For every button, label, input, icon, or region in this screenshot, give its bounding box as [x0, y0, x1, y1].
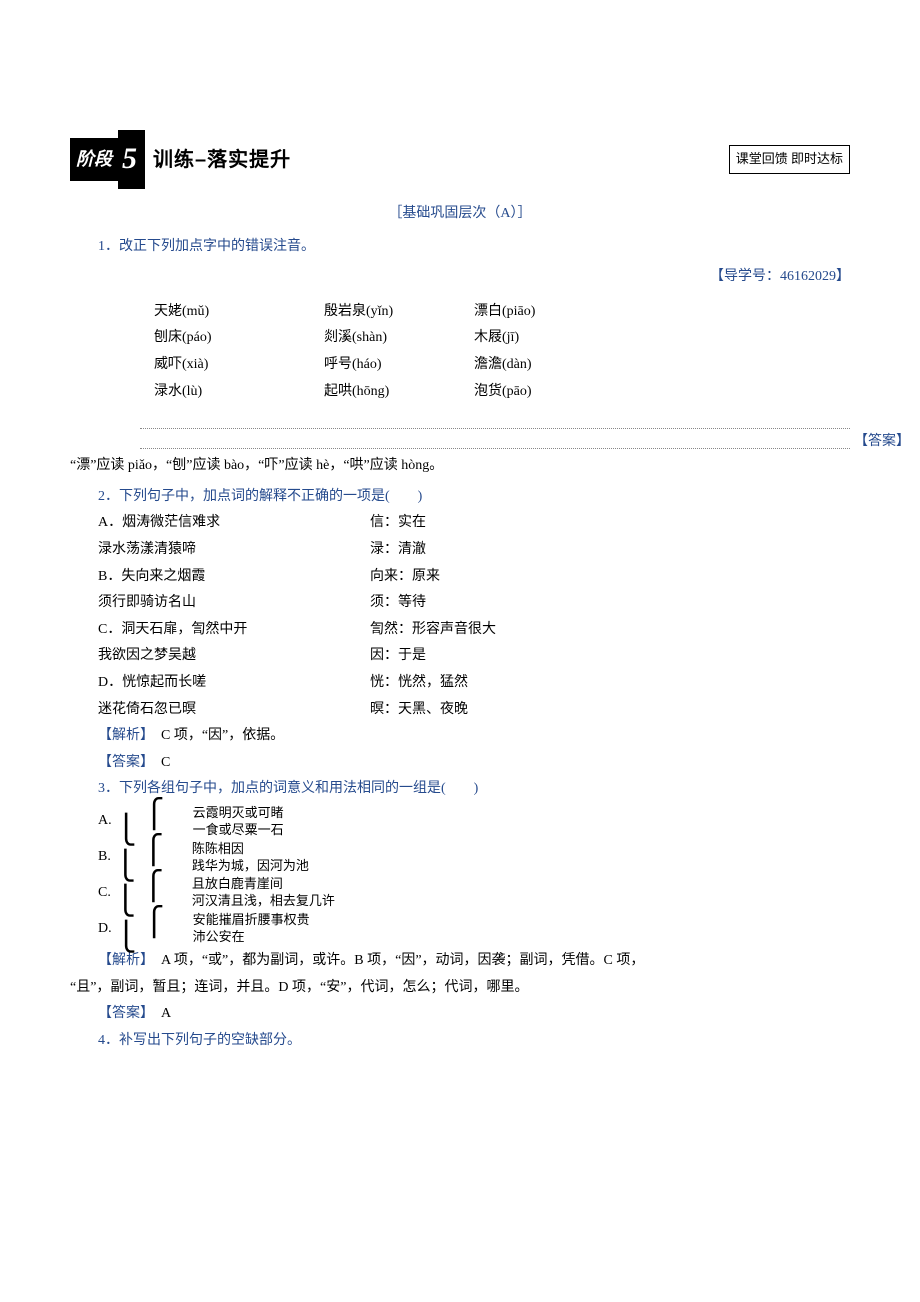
- option-right: 因：于是: [370, 643, 850, 670]
- pinyin-table: 天姥(mǔ) 殷岩泉(yǐn) 漂白(piāo) 刨床(páo) 剡溪(shàn…: [154, 299, 850, 405]
- pinyin-cell: 刨床(páo): [154, 325, 324, 352]
- pinyin-cell: 漂白(piāo): [474, 299, 624, 326]
- brace-icon: ⎧⎩: [116, 807, 165, 838]
- brace-icon: ⎧⎩: [115, 879, 164, 910]
- pinyin-cell: 澹澹(dàn): [474, 352, 624, 379]
- q3-answer: 【答案】 A: [70, 1001, 850, 1028]
- q3-analysis-line1: 【解析】 A 项，“或”，都为副词，或许。B 项，“因”，动词，因袭；副词，凭借…: [70, 948, 850, 975]
- pinyin-cell: 起哄(hōng): [324, 379, 474, 406]
- question-2: 2．下列句子中，加点词的解释不正确的一项是( ): [70, 484, 850, 511]
- answer-label: 【答案】: [98, 1006, 147, 1021]
- table-row: 渌水(lù) 起哄(hōng) 泡货(pāo): [154, 379, 850, 406]
- option-left: C．洞天石扉，訇然中开: [70, 617, 370, 644]
- pinyin-cell: 剡溪(shàn): [324, 325, 474, 352]
- option-left: D．恍惊起而长嗟: [70, 670, 370, 697]
- q2-analysis: 【解析】 C 项，“因”，依据。: [70, 723, 850, 750]
- option-row: C．洞天石扉，訇然中开 訇然：形容声音很大: [70, 617, 850, 644]
- stage-number: 5: [118, 130, 145, 189]
- option-row: B．失向来之烟霞 向来：原来: [70, 564, 850, 591]
- question-3: 3．下列各组句子中，加点的词意义和用法相同的一组是( ): [70, 776, 850, 803]
- option-row: 须行即骑访名山 须：等待: [70, 590, 850, 617]
- analysis-text: C 项，“因”，依据。: [147, 728, 284, 743]
- brace-line: 安能摧眉折腰事权贵: [165, 912, 310, 929]
- question-4: 4．补写出下列句子的空缺部分。: [70, 1028, 850, 1055]
- answer-text: C: [147, 755, 170, 770]
- option-right: 渌：清澈: [370, 537, 850, 564]
- analysis-text: A 项，“或”，都为副词，或许。B 项，“因”，动词，因袭；副词，凭借。C 项，: [147, 953, 644, 968]
- brace-content: 安能摧眉折腰事权贵 沛公安在: [165, 912, 310, 946]
- pinyin-cell: 木屐(jī): [474, 325, 624, 352]
- brace-icon: ⎧⎩: [115, 843, 164, 874]
- stage-label: 阶段: [70, 138, 118, 180]
- option-a: A. ⎧⎩ 云霞明灭或可睹 一食或尽粟一石: [70, 805, 850, 839]
- option-letter: C.: [70, 880, 111, 907]
- answer-text: A: [147, 1006, 171, 1021]
- pinyin-cell: 泡货(pāo): [474, 379, 624, 406]
- analysis-label: 【解析】: [98, 728, 147, 743]
- option-row: 我欲因之梦吴越 因：于是: [70, 643, 850, 670]
- table-row: 天姥(mǔ) 殷岩泉(yǐn) 漂白(piāo): [154, 299, 850, 326]
- brace-content: 且放白鹿青崖间 河汉清且浅，相去复几许: [164, 876, 335, 910]
- table-row: 刨床(páo) 剡溪(shàn) 木屐(jī): [154, 325, 850, 352]
- guide-number: 【导学号：46162029】: [70, 264, 850, 291]
- option-letter: A.: [70, 808, 112, 835]
- header-left: 阶段 5 训练–落实提升: [70, 130, 291, 189]
- option-c: C. ⎧⎩ 且放白鹿青崖间 河汉清且浅，相去复几许: [70, 876, 850, 910]
- q3-analysis-line2: “且”，副词，暂且；连词，并且。D 项，“安”，代词，怎么；代词，哪里。: [70, 975, 850, 1002]
- option-letter: D.: [70, 916, 112, 943]
- pinyin-cell: 殷岩泉(yǐn): [324, 299, 474, 326]
- option-left: 迷花倚石忽已暝: [70, 697, 370, 724]
- q2-answer: 【答案】 C: [70, 750, 850, 777]
- option-right: 向来：原来: [370, 564, 850, 591]
- option-right: 暝：天黑、夜晚: [370, 697, 850, 724]
- option-letter: B.: [70, 844, 111, 871]
- option-right: 须：等待: [370, 590, 850, 617]
- pinyin-cell: 威吓(xià): [154, 352, 324, 379]
- option-row: 渌水荡漾清猿啼 渌：清澈: [70, 537, 850, 564]
- option-right: 訇然：形容声音很大: [370, 617, 850, 644]
- pinyin-cell: 渌水(lù): [154, 379, 324, 406]
- option-row: D．恍惊起而长嗟 恍：恍然，猛然: [70, 670, 850, 697]
- option-row: 迷花倚石忽已暝 暝：天黑、夜晚: [70, 697, 850, 724]
- brace-line: 践华为城，因河为池: [164, 858, 309, 875]
- table-row: 威吓(xià) 呼号(háo) 澹澹(dàn): [154, 352, 850, 379]
- option-right: 信：实在: [370, 510, 850, 537]
- brace-line: 陈陈相因: [164, 841, 309, 858]
- pinyin-cell: 呼号(háo): [324, 352, 474, 379]
- option-b: B. ⎧⎩ 陈陈相因 践华为城，因河为池: [70, 841, 850, 875]
- option-left: 渌水荡漾清猿啼: [70, 537, 370, 564]
- brace-line: 一食或尽粟一石: [165, 822, 284, 839]
- brace-line: 河汉清且浅，相去复几许: [164, 893, 335, 910]
- answer-label: 【答案】: [98, 755, 147, 770]
- brace-content: 陈陈相因 践华为城，因河为池: [164, 841, 309, 875]
- option-right: 恍：恍然，猛然: [370, 670, 850, 697]
- answer-label: 【答案】: [854, 429, 910, 456]
- blank-line: [140, 413, 850, 429]
- brace-line: 云霞明灭或可睹: [165, 805, 284, 822]
- question-1: 1．改正下列加点字中的错误注音。: [70, 234, 850, 261]
- brace-content: 云霞明灭或可睹 一食或尽粟一石: [165, 805, 284, 839]
- blank-line: 【答案】: [140, 433, 850, 449]
- header-bar: 阶段 5 训练–落实提升 课堂回馈 即时达标: [70, 130, 850, 189]
- option-left: 须行即骑访名山: [70, 590, 370, 617]
- option-left: B．失向来之烟霞: [70, 564, 370, 591]
- option-row: A．烟涛微茫信难求 信：实在: [70, 510, 850, 537]
- option-d: D. ⎧⎩ 安能摧眉折腰事权贵 沛公安在: [70, 912, 850, 946]
- header-right-box: 课堂回馈 即时达标: [729, 145, 850, 174]
- pinyin-cell: 天姥(mǔ): [154, 299, 324, 326]
- q1-answer: “漂”应读 piǎo，“刨”应读 bào，“吓”应读 hè，“哄”应读 hòng…: [70, 453, 850, 480]
- option-left: 我欲因之梦吴越: [70, 643, 370, 670]
- brace-line: 沛公安在: [165, 929, 310, 946]
- section-title: ［基础巩固层次（A）］: [70, 201, 850, 228]
- analysis-label: 【解析】: [98, 953, 147, 968]
- brace-icon: ⎧⎩: [116, 915, 165, 946]
- option-left: A．烟涛微茫信难求: [70, 510, 370, 537]
- brace-line: 且放白鹿青崖间: [164, 876, 335, 893]
- header-title: 训练–落实提升: [153, 141, 291, 179]
